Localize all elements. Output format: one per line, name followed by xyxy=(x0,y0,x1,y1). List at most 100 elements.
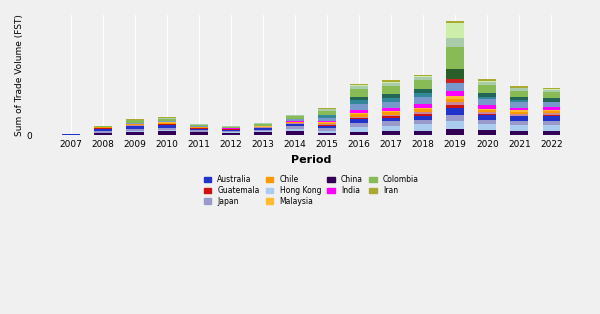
Bar xyxy=(127,125,144,126)
Bar xyxy=(542,110,560,111)
Bar xyxy=(478,82,496,84)
Bar xyxy=(190,128,208,129)
Bar xyxy=(94,126,112,127)
Bar xyxy=(190,124,208,125)
Bar xyxy=(382,82,400,83)
Bar xyxy=(511,100,528,102)
Bar xyxy=(350,132,368,135)
Bar xyxy=(382,98,400,102)
Bar xyxy=(254,123,272,124)
Bar xyxy=(542,89,560,90)
Bar xyxy=(127,119,144,120)
Bar xyxy=(286,116,304,119)
Bar xyxy=(446,83,464,91)
Y-axis label: Sum of Trade Volume (FST): Sum of Trade Volume (FST) xyxy=(15,14,24,136)
Bar xyxy=(223,133,240,135)
Bar xyxy=(94,127,112,128)
Bar xyxy=(446,108,464,115)
Bar xyxy=(478,81,496,82)
Bar xyxy=(382,122,400,126)
Bar xyxy=(350,118,368,119)
Bar xyxy=(511,86,528,88)
Bar xyxy=(446,38,464,47)
Bar xyxy=(94,128,112,129)
Bar xyxy=(511,125,528,131)
Bar xyxy=(542,102,560,107)
Bar xyxy=(382,80,400,82)
Bar xyxy=(446,78,464,83)
Bar xyxy=(542,115,560,116)
Bar xyxy=(415,97,432,104)
Bar xyxy=(446,91,464,96)
Bar xyxy=(511,121,528,125)
Bar xyxy=(511,108,528,110)
Bar xyxy=(223,131,240,132)
Legend: Australia, Guatemala, Japan, Chile, Hong Kong, Malaysia, China, India, Colombia,: Australia, Guatemala, Japan, Chile, Hong… xyxy=(203,175,419,206)
Bar xyxy=(319,126,336,128)
Bar xyxy=(190,130,208,132)
Bar xyxy=(446,99,464,102)
Bar xyxy=(286,132,304,135)
Bar xyxy=(127,127,144,129)
Bar xyxy=(190,129,208,130)
Bar xyxy=(415,89,432,93)
Bar xyxy=(478,115,496,120)
Bar xyxy=(478,110,496,112)
Bar xyxy=(127,124,144,125)
Bar xyxy=(158,124,176,125)
Bar xyxy=(127,126,144,127)
Bar xyxy=(511,97,528,100)
Bar xyxy=(223,127,240,128)
Bar xyxy=(542,92,560,99)
Bar xyxy=(158,125,176,128)
Bar xyxy=(511,110,528,112)
Bar xyxy=(319,117,336,121)
Bar xyxy=(511,114,528,116)
Bar xyxy=(446,115,464,121)
Bar xyxy=(158,128,176,130)
Bar xyxy=(158,118,176,119)
Bar xyxy=(190,125,208,126)
Bar xyxy=(223,130,240,131)
Bar xyxy=(223,132,240,133)
Bar xyxy=(446,129,464,135)
Bar xyxy=(478,112,496,114)
Bar xyxy=(319,108,336,109)
Bar xyxy=(319,122,336,123)
Bar xyxy=(382,83,400,86)
Bar xyxy=(446,96,464,99)
Bar xyxy=(158,122,176,123)
Bar xyxy=(94,133,112,135)
Bar xyxy=(350,104,368,110)
Bar xyxy=(254,127,272,128)
Bar xyxy=(415,112,432,114)
Bar xyxy=(286,129,304,132)
Bar xyxy=(127,132,144,135)
Bar xyxy=(478,79,496,81)
Bar xyxy=(190,127,208,128)
Bar xyxy=(511,131,528,135)
Bar xyxy=(62,134,80,135)
Bar xyxy=(478,130,496,135)
Bar xyxy=(254,124,272,126)
Bar xyxy=(415,93,432,97)
Bar xyxy=(350,127,368,132)
Bar xyxy=(542,113,560,115)
Bar xyxy=(415,124,432,131)
Bar xyxy=(94,129,112,131)
Bar xyxy=(254,128,272,130)
Bar xyxy=(319,123,336,124)
Bar xyxy=(478,97,496,99)
Bar xyxy=(542,111,560,113)
Bar xyxy=(478,109,496,110)
Bar xyxy=(319,109,336,111)
Bar xyxy=(382,94,400,98)
Bar xyxy=(478,105,496,109)
Bar xyxy=(478,99,496,105)
Bar xyxy=(350,114,368,116)
Bar xyxy=(382,116,400,117)
Bar xyxy=(446,23,464,38)
Bar xyxy=(542,116,560,121)
Bar xyxy=(511,112,528,114)
Bar xyxy=(223,129,240,130)
